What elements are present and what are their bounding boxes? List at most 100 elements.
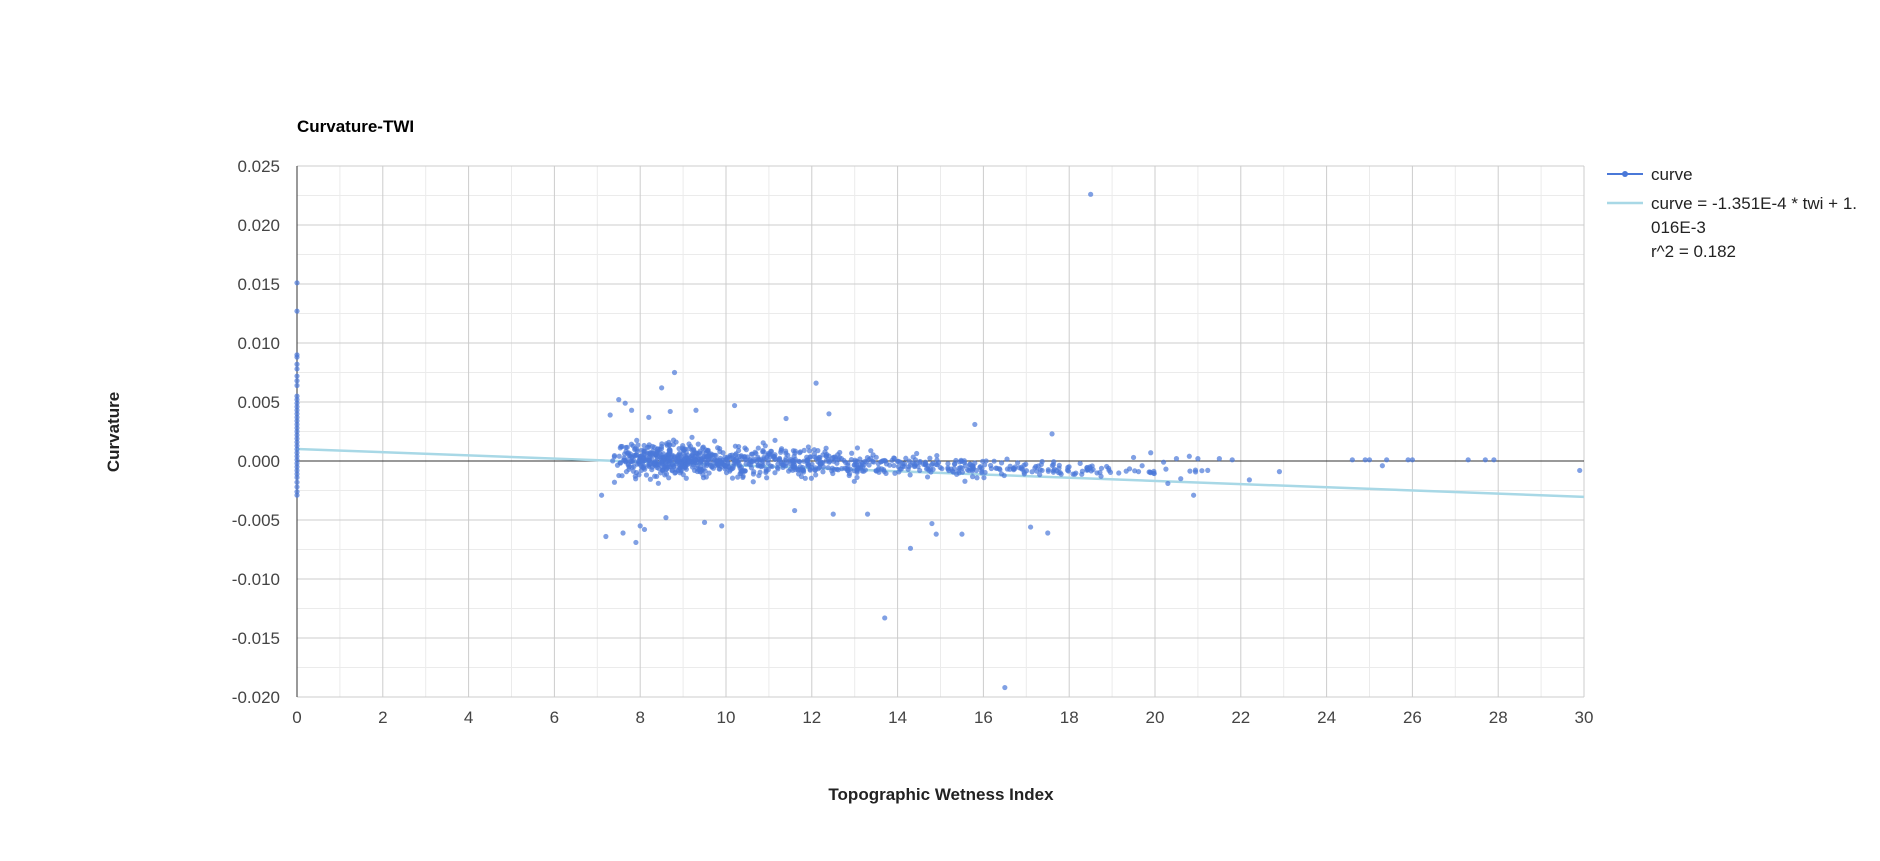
data-point: [1037, 472, 1043, 478]
data-point: [871, 459, 877, 465]
legend-trendline-label: curve = -1.351E-4 * twi + 1.: [1651, 194, 1857, 213]
data-point: [769, 463, 775, 470]
data-point: [833, 456, 839, 462]
data-point: [1577, 467, 1583, 474]
data-point: [1192, 469, 1199, 475]
data-point: [294, 492, 300, 498]
data-point: [611, 453, 618, 459]
data-point: [629, 454, 635, 461]
data-point: [704, 447, 711, 454]
data-point: [698, 458, 704, 464]
y-tick-label: 0.015: [237, 275, 280, 294]
data-point: [969, 474, 976, 480]
data-point: [820, 469, 826, 475]
data-point: [934, 457, 940, 463]
data-point: [1098, 473, 1104, 479]
trendline-layer: [296, 447, 1585, 499]
data-point: [1001, 472, 1007, 479]
data-point: [805, 444, 811, 450]
data-point: [1205, 467, 1211, 473]
data-point: [802, 475, 808, 481]
data-point: [1032, 465, 1038, 471]
data-point: [835, 452, 841, 458]
data-point: [630, 443, 636, 449]
data-point: [622, 400, 628, 406]
data-point: [823, 458, 829, 464]
data-point: [993, 465, 999, 471]
data-point: [1056, 462, 1062, 468]
data-point: [712, 438, 718, 444]
x-tick-label: 26: [1403, 708, 1422, 727]
data-point: [660, 468, 666, 474]
axes: 0 2 4 6 8 10 12 14 16 18 20 22 24 26 28 300.0250.0200.0…: [232, 157, 1594, 727]
data-point: [686, 445, 692, 451]
data-point: [719, 523, 725, 529]
x-tick-label: 6: [550, 708, 559, 727]
data-point: [750, 479, 756, 485]
data-point: [720, 450, 726, 456]
data-point: [1004, 456, 1010, 462]
data-point: [907, 545, 914, 551]
data-point: [774, 464, 781, 471]
data-point: [1216, 456, 1222, 462]
data-point: [783, 450, 789, 456]
data-point: [673, 467, 679, 473]
data-point: [731, 402, 738, 409]
data-point: [667, 408, 673, 415]
data-point: [792, 458, 798, 464]
data-point: [846, 471, 853, 477]
data-point: [962, 462, 969, 469]
x-tick-label: 2: [378, 708, 387, 727]
data-point: [863, 459, 869, 465]
data-point: [764, 475, 770, 481]
data-point: [1077, 460, 1083, 467]
data-point: [906, 458, 912, 464]
data-point: [781, 462, 787, 468]
data-point: [1015, 460, 1021, 466]
data-point: [1010, 465, 1016, 472]
data-point: [868, 448, 874, 454]
data-point: [907, 472, 913, 478]
data-point: [666, 475, 672, 481]
data-point: [807, 467, 813, 473]
data-point: [844, 465, 850, 472]
data-point: [787, 461, 793, 467]
data-point: [946, 467, 952, 474]
y-tick-label: 0.010: [237, 334, 280, 353]
data-point: [1163, 466, 1169, 472]
data-point: [695, 441, 701, 447]
data-point: [1482, 457, 1488, 463]
data-point: [603, 533, 609, 540]
data-point: [1409, 457, 1415, 463]
data-point: [815, 459, 821, 465]
legend-series-marker: [1622, 171, 1628, 177]
data-point: [696, 452, 702, 459]
data-point: [732, 458, 738, 465]
legend: curve curve = -1.351E-4 * twi + 1. 016E-3 r…: [1607, 165, 1857, 261]
data-point: [654, 473, 660, 480]
data-point: [1246, 477, 1252, 483]
data-point: [830, 511, 836, 517]
x-tick-label: 30: [1575, 708, 1594, 727]
data-point: [959, 531, 965, 537]
data-point: [878, 466, 885, 472]
data-point: [900, 463, 906, 469]
data-point: [294, 361, 300, 367]
data-point: [915, 464, 921, 470]
data-point: [962, 478, 968, 484]
data-point: [972, 421, 978, 428]
data-point: [713, 452, 719, 458]
data-point: [654, 446, 661, 452]
data-point: [1199, 468, 1205, 474]
x-tick-label: 20: [1146, 708, 1165, 727]
data-point: [641, 451, 647, 457]
data-point: [294, 366, 300, 372]
data-point: [998, 460, 1005, 466]
data-point: [879, 458, 885, 465]
data-point: [831, 466, 837, 473]
data-point: [755, 445, 761, 451]
data-point: [1049, 462, 1055, 469]
data-point: [1151, 468, 1157, 475]
data-point: [1090, 466, 1096, 473]
